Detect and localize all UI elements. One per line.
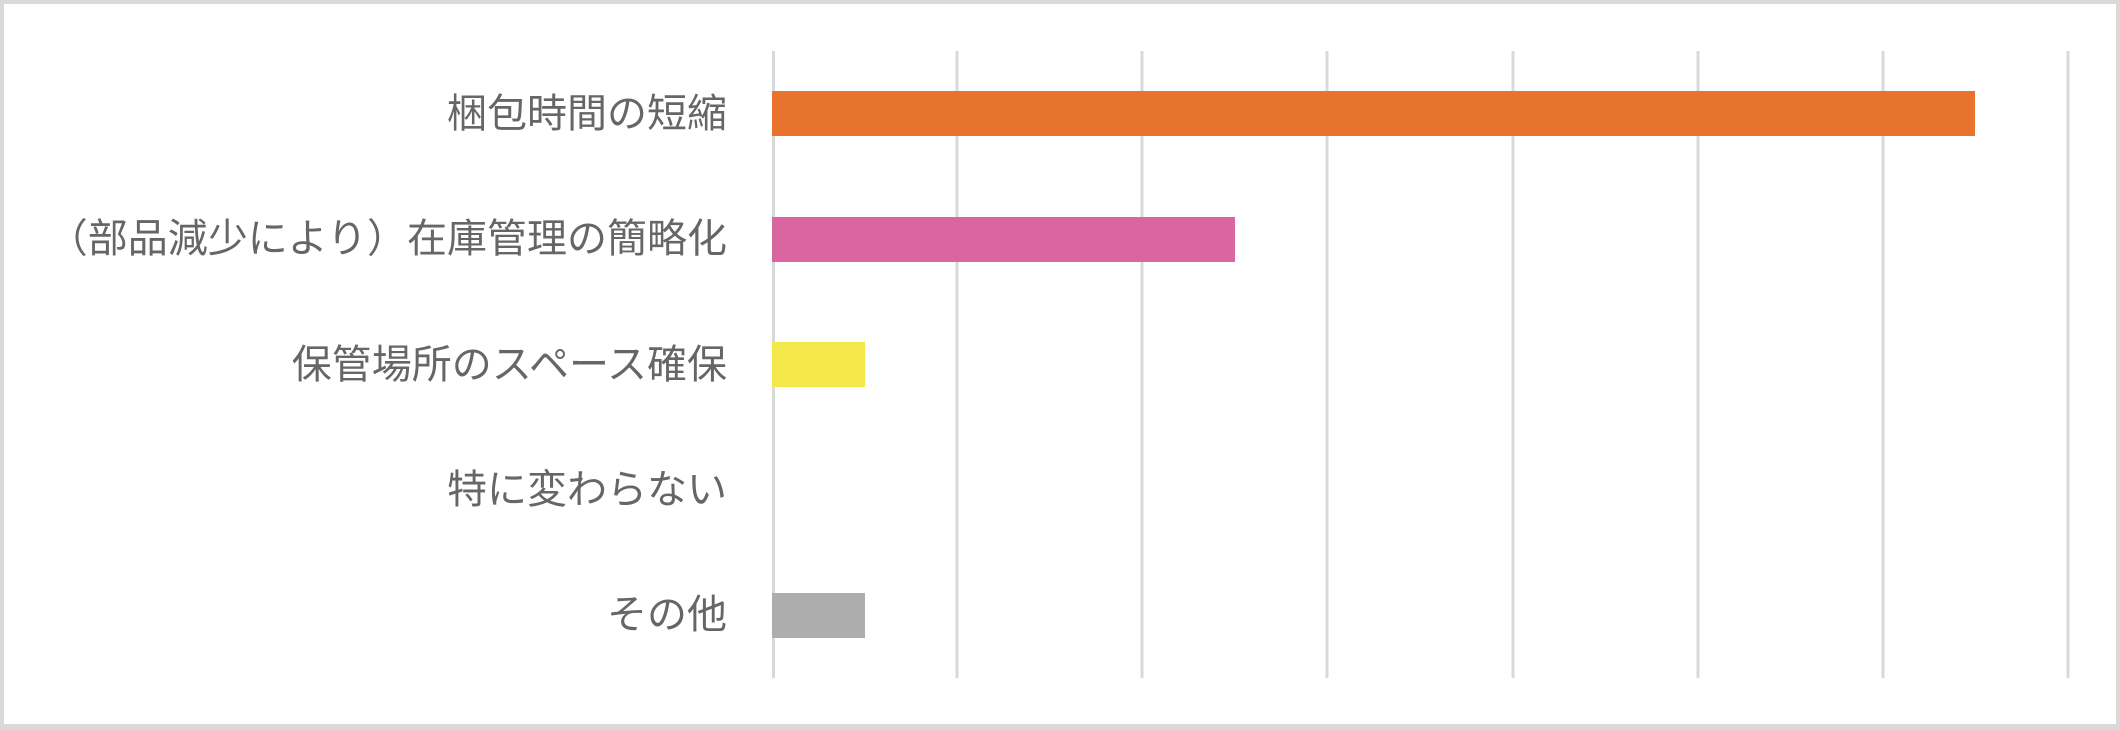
gridline <box>1325 51 1329 678</box>
category-label-row: 梱包時間の短縮 <box>0 51 727 176</box>
category-label: 保管場所のスペース確保 <box>291 341 727 387</box>
gridline <box>2066 51 2070 678</box>
category-label: 梱包時間の短縮 <box>447 90 727 136</box>
category-labels: 梱包時間の短縮 （部品減少により）在庫管理の簡略化保管場所のスペース確保特に変わら… <box>0 51 727 678</box>
category-label: 特に変わらない <box>447 466 727 512</box>
gridline <box>955 51 959 678</box>
bar-row <box>772 427 2068 552</box>
bar-row <box>772 176 2068 301</box>
category-label-row: 保管場所のスペース確保 <box>0 302 727 427</box>
gridline <box>1881 51 1885 678</box>
category-label-row: （部品減少により）在庫管理の簡略化 <box>0 176 727 301</box>
category-label-row: その他 <box>0 553 727 678</box>
gridline <box>1140 51 1144 678</box>
bar-row <box>772 51 2068 176</box>
chart-bar <box>772 592 865 638</box>
bar-row <box>772 553 2068 678</box>
category-label: （部品減少により）在庫管理の簡略化 <box>47 216 727 262</box>
category-label-row: 特に変わらない <box>0 427 727 552</box>
bars-container <box>772 51 2068 678</box>
chart-bar <box>772 216 1235 262</box>
plot-area <box>772 51 2070 678</box>
chart-bar <box>772 91 1976 137</box>
chart-bar <box>772 342 865 388</box>
gridline <box>1696 51 1700 678</box>
category-label: その他 <box>607 592 727 638</box>
gridline <box>1511 51 1515 678</box>
bar-row <box>772 302 2068 427</box>
